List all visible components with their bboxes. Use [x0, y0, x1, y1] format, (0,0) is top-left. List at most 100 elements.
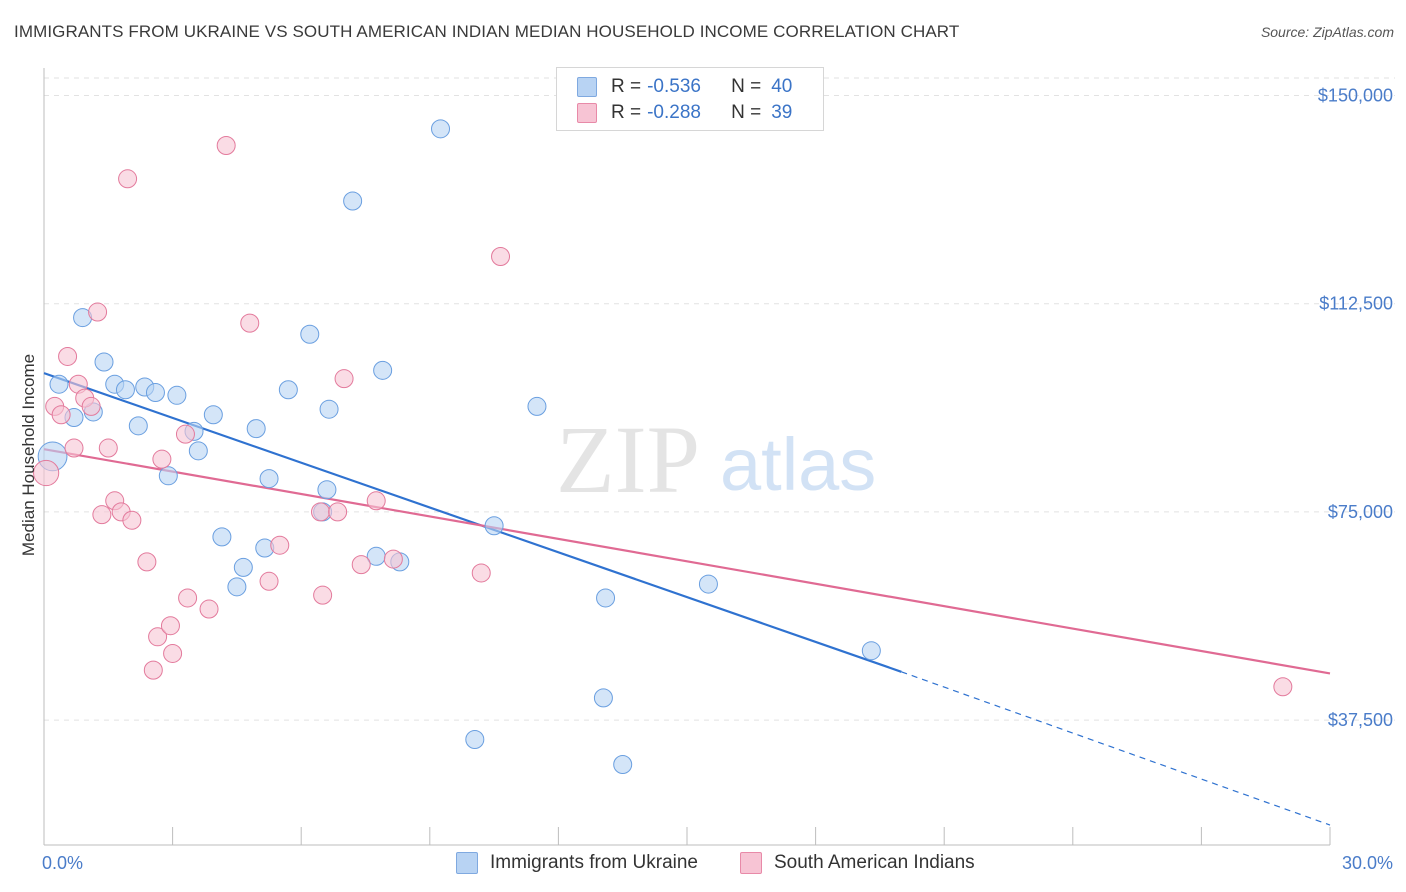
- point-south-american: [163, 643, 183, 663]
- point-south-american: [366, 491, 386, 511]
- point-ukraine: [613, 755, 633, 774]
- y-axis-label: Median Household Income: [19, 354, 38, 556]
- point-ukraine: [49, 374, 69, 394]
- trend-line-ukraine: [43, 372, 902, 673]
- y-tick-label: $75,000: [1328, 502, 1393, 522]
- watermark-atlas: atlas: [720, 423, 876, 506]
- correlation-legend: R = -0.536 N = 40 R = -0.288 N = 39: [556, 67, 824, 131]
- trend-line-south-american: [43, 448, 1331, 675]
- point-ukraine: [227, 577, 247, 597]
- point-ukraine: [373, 360, 393, 380]
- point-ukraine: [593, 688, 613, 708]
- point-ukraine: [861, 641, 881, 661]
- point-south-american: [270, 535, 290, 555]
- point-ukraine: [203, 405, 223, 425]
- point-south-american: [240, 313, 260, 333]
- point-ukraine: [278, 380, 298, 400]
- point-ukraine: [259, 469, 279, 489]
- point-ukraine: [128, 416, 148, 436]
- legend-n-value: 39: [771, 102, 793, 123]
- point-ukraine: [596, 588, 616, 608]
- point-ukraine: [317, 480, 337, 500]
- point-south-american: [160, 616, 180, 636]
- y-tick-label: $150,000: [1318, 86, 1393, 106]
- point-south-american: [310, 502, 330, 522]
- bottom-legend-ukraine: Immigrants from Ukraine: [456, 852, 698, 874]
- legend-r-label: R =: [611, 76, 642, 97]
- point-south-american: [313, 585, 333, 605]
- bottom-legend-label-south-american: South American Indians: [774, 852, 975, 873]
- x-tick-label-max: 30.0%: [1342, 853, 1393, 873]
- point-ukraine: [431, 119, 451, 139]
- legend-n-label: N =: [731, 76, 762, 97]
- point-ukraine: [300, 324, 320, 344]
- legend-row-ukraine: R = -0.536 N = 40: [577, 74, 792, 100]
- point-south-american: [199, 599, 219, 619]
- legend-r-label: R =: [611, 102, 642, 123]
- legend-r-value: -0.288: [647, 102, 701, 123]
- point-south-american: [259, 571, 279, 591]
- point-south-american: [152, 449, 172, 469]
- point-ukraine: [233, 557, 253, 577]
- point-south-american: [118, 169, 138, 189]
- point-south-american: [122, 510, 142, 530]
- legend-row-south-american: R = -0.288 N = 39: [577, 100, 792, 126]
- point-ukraine: [484, 516, 504, 536]
- x-tick-label-min: 0.0%: [42, 853, 83, 873]
- point-ukraine: [94, 352, 114, 372]
- point-south-american: [81, 396, 101, 416]
- point-south-american: [33, 459, 60, 487]
- point-south-american: [178, 588, 198, 608]
- point-ukraine: [527, 396, 547, 416]
- source-label: Source: ZipAtlas.com: [1260, 24, 1394, 40]
- point-south-american: [58, 346, 78, 366]
- point-ukraine: [698, 574, 718, 594]
- point-south-american: [491, 247, 511, 267]
- trend-line-extension: [901, 671, 1331, 826]
- point-south-american: [51, 405, 71, 425]
- legend-r-value: -0.536: [647, 76, 701, 97]
- bottom-legend-south-american: South American Indians: [740, 852, 975, 874]
- point-south-american: [175, 424, 195, 444]
- point-ukraine: [246, 419, 266, 439]
- point-south-american: [137, 552, 157, 572]
- point-ukraine: [343, 191, 363, 211]
- legend-n-label: N =: [731, 102, 762, 123]
- y-tick-labels: $37,500 $75,000 $112,500 $150,000: [1318, 86, 1393, 731]
- point-south-american: [64, 438, 84, 458]
- y-tick-label: $112,500: [1319, 294, 1393, 314]
- point-ukraine: [319, 399, 339, 419]
- point-south-american: [471, 563, 491, 583]
- point-south-american: [334, 369, 354, 389]
- point-south-american: [148, 627, 168, 647]
- scatter-points: [33, 119, 1293, 774]
- point-south-american: [328, 502, 348, 522]
- point-ukraine: [188, 441, 208, 461]
- point-south-american: [1273, 677, 1293, 697]
- point-south-american: [92, 505, 112, 525]
- point-ukraine: [212, 527, 232, 547]
- gridlines: [44, 77, 1395, 721]
- point-south-american: [216, 135, 236, 155]
- watermark-zip: ZIP: [556, 406, 700, 513]
- point-ukraine: [465, 730, 485, 750]
- bottom-legend-swatch-ukraine: [456, 852, 478, 874]
- legend-swatch-ukraine: [577, 77, 597, 97]
- point-ukraine: [115, 380, 135, 400]
- point-ukraine: [167, 385, 187, 405]
- y-tick-label: $37,500: [1328, 710, 1393, 730]
- point-ukraine: [158, 466, 178, 486]
- point-south-american: [88, 302, 108, 322]
- legend-swatch-south-american: [577, 103, 597, 123]
- point-south-american: [143, 660, 163, 680]
- legend-n-value: 40: [771, 76, 793, 97]
- bottom-legend-label-ukraine: Immigrants from Ukraine: [490, 852, 698, 873]
- bottom-legend-swatch-south-american: [740, 852, 762, 874]
- trend-lines: [43, 372, 1331, 826]
- point-south-american: [98, 438, 118, 458]
- point-south-american: [383, 549, 403, 569]
- chart-title: IMMIGRANTS FROM UKRAINE VS SOUTH AMERICA…: [14, 22, 960, 41]
- point-south-american: [351, 555, 371, 575]
- point-ukraine: [145, 383, 165, 403]
